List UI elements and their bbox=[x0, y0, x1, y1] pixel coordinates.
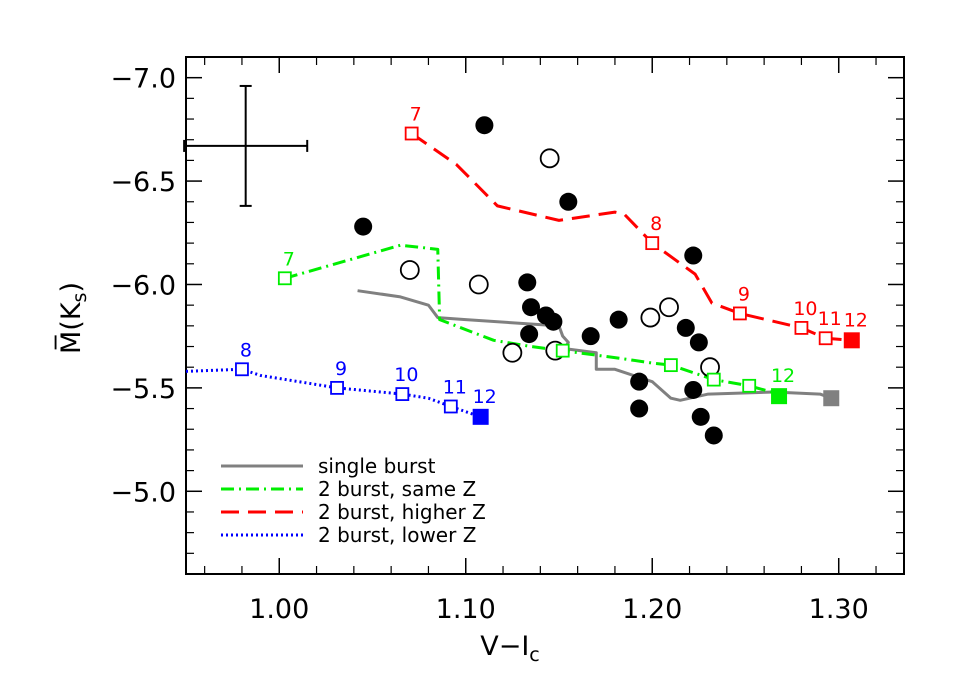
open-data-point bbox=[502, 342, 523, 363]
open-square-marker bbox=[742, 378, 757, 393]
filled-data-point bbox=[544, 312, 563, 331]
age-label: 9 bbox=[335, 358, 347, 380]
filled-data-point bbox=[559, 192, 578, 211]
age-label: 12 bbox=[844, 309, 868, 331]
filled-data-point bbox=[475, 116, 494, 135]
curve-single-burst bbox=[357, 289, 832, 402]
filled-data-point bbox=[518, 273, 537, 292]
filled-square-end-marker bbox=[472, 408, 489, 425]
filled-data-point bbox=[704, 426, 723, 445]
age-label: 7 bbox=[410, 104, 422, 126]
filled-data-point bbox=[630, 372, 649, 391]
age-label: 10 bbox=[793, 298, 817, 320]
open-data-point bbox=[659, 297, 679, 318]
open-square-marker bbox=[555, 343, 570, 358]
filled-data-point bbox=[630, 399, 649, 418]
y-tick-label: −6.5 bbox=[110, 167, 176, 198]
legend-label: single burst bbox=[318, 454, 436, 478]
age-label: 12 bbox=[771, 365, 795, 387]
age-label: 10 bbox=[394, 364, 418, 386]
y-axis-title: M̅(Ks) bbox=[55, 282, 91, 354]
open-square-marker bbox=[818, 331, 833, 346]
open-data-point bbox=[468, 274, 489, 295]
curve-2-burst-higher-z bbox=[410, 132, 852, 342]
filled-square-end-marker bbox=[843, 332, 860, 349]
filled-data-point bbox=[691, 407, 710, 426]
open-data-point bbox=[539, 148, 560, 169]
legend-label: 2 burst, higher Z bbox=[318, 500, 486, 524]
age-label: 8 bbox=[240, 339, 252, 361]
open-square-marker bbox=[235, 362, 249, 377]
filled-square-end-marker bbox=[823, 390, 840, 407]
filled-data-point bbox=[522, 298, 541, 317]
open-square-marker bbox=[794, 321, 809, 335]
age-label: 9 bbox=[738, 283, 750, 305]
age-label: 7 bbox=[283, 248, 295, 270]
legend-label: 2 burst, lower Z bbox=[318, 523, 476, 547]
error-bar-cross bbox=[183, 84, 309, 207]
curve-2-burst-lower-z bbox=[185, 367, 482, 419]
open-data-point bbox=[399, 260, 420, 280]
open-square-marker bbox=[277, 271, 292, 286]
x-tick-label: 1.10 bbox=[436, 594, 496, 625]
x-tick-label: 1.20 bbox=[622, 594, 682, 625]
filled-data-point bbox=[684, 380, 703, 399]
filled-data-point bbox=[354, 217, 373, 236]
age-label: 11 bbox=[818, 308, 842, 330]
open-square-marker bbox=[663, 358, 678, 373]
filled-data-point bbox=[684, 246, 703, 265]
x-tick-label: 1.30 bbox=[809, 594, 869, 625]
open-square-marker bbox=[404, 126, 419, 141]
filled-data-point bbox=[676, 318, 695, 337]
age-label: 12 bbox=[473, 386, 497, 408]
open-square-marker bbox=[330, 380, 344, 395]
filled-square-end-marker bbox=[771, 388, 788, 405]
y-tick-label: −5.5 bbox=[110, 374, 176, 405]
open-square-marker bbox=[732, 306, 747, 321]
open-square-marker bbox=[443, 399, 458, 414]
open-square-marker bbox=[395, 387, 410, 401]
x-tick-label: 1.00 bbox=[249, 594, 309, 625]
y-tick-label: −6.0 bbox=[110, 270, 176, 301]
x-axis-title: V−Ic bbox=[480, 631, 540, 666]
y-tick-label: −5.0 bbox=[110, 477, 176, 508]
legend-label: 2 burst, same Z bbox=[318, 477, 476, 501]
filled-data-point bbox=[520, 325, 539, 344]
axis-ticks: 1.00 1.10 1.20 1.30 −7.0 −6.5 −6.0 −5.5 −5.0 bbox=[110, 56, 904, 625]
filled-data-point bbox=[689, 333, 708, 352]
open-data-point bbox=[640, 307, 661, 328]
data-points bbox=[354, 116, 723, 445]
open-square-marker bbox=[645, 236, 660, 251]
y-tick-label: −7.0 bbox=[110, 64, 176, 95]
open-square-marker bbox=[706, 372, 721, 387]
filled-data-point bbox=[609, 310, 628, 329]
age-label: 8 bbox=[650, 213, 662, 235]
plot-frame bbox=[185, 56, 905, 575]
filled-data-point bbox=[581, 327, 600, 346]
age-label: 11 bbox=[443, 376, 467, 398]
